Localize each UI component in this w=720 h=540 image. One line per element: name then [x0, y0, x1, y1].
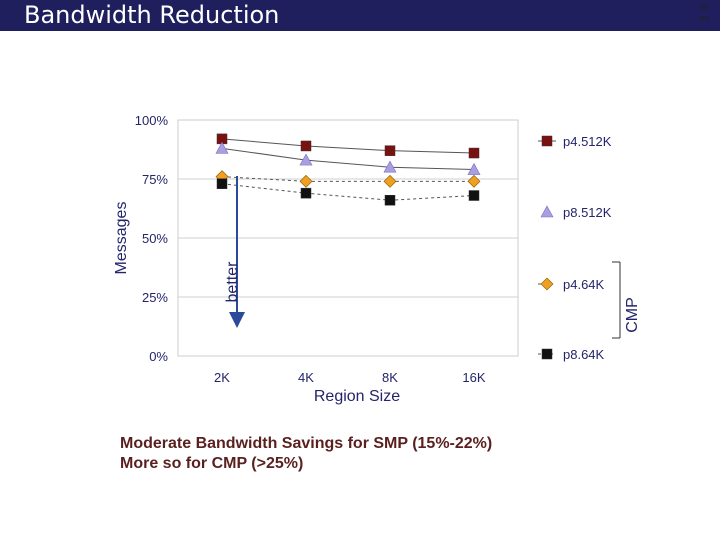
data-point	[300, 187, 312, 199]
data-point	[299, 153, 313, 166]
legend-label: p8.512K	[563, 205, 612, 220]
logo-text-bottom: OS	[698, 16, 710, 23]
data-point	[216, 178, 228, 189]
data-point	[468, 190, 480, 201]
legend-label: p4.64K	[563, 277, 605, 292]
series-line	[221, 147, 475, 171]
series-line	[221, 183, 475, 201]
logo-text-top: M	[700, 2, 708, 12]
summary-line-1: Moderate Bandwidth Savings for SMP (15%-…	[120, 435, 493, 452]
legend-item: p4.64K	[538, 277, 605, 292]
legend-marker	[541, 348, 553, 360]
series-p8-512K	[215, 141, 481, 175]
x-tick-label: 8K	[382, 370, 398, 385]
legend: p4.512K p8.512K p4.64K p8.64K	[538, 134, 612, 362]
cmp-label: CMP	[624, 297, 641, 333]
data-point	[468, 147, 480, 159]
legend-label: p8.64K	[563, 347, 605, 362]
series-p8-64K	[216, 178, 480, 206]
title-bar: Bandwidth Reduction	[0, 0, 720, 31]
series-p4-64K	[215, 170, 481, 188]
x-tick-label: 16K	[462, 370, 485, 385]
slide-title: Bandwidth Reduction	[24, 1, 280, 29]
data-point	[384, 194, 396, 206]
data-point	[384, 145, 396, 156]
data-point	[300, 140, 312, 152]
data-point	[215, 141, 229, 154]
series-line	[221, 176, 474, 182]
corner-logo: M OS	[693, 3, 715, 24]
legend-label: p4.512K	[563, 134, 612, 149]
legend-marker	[540, 205, 554, 218]
y-tick-label: 50%	[142, 231, 168, 246]
axis-ticks: 0% 25% 50% 75% 100% 2K 4K 8K 16K	[135, 113, 486, 385]
data-point	[467, 162, 481, 175]
series-group	[215, 133, 481, 206]
x-tick-label: 4K	[298, 370, 314, 385]
legend-item: p4.512K	[538, 134, 612, 149]
data-point	[383, 174, 397, 188]
y-tick-label: 0%	[149, 349, 168, 364]
summary-note: Moderate Bandwidth Savings for SMP (15%-…	[120, 434, 492, 474]
legend-item: p8.512K	[540, 205, 612, 220]
x-axis-label: Region Size	[313, 388, 401, 405]
data-point	[467, 174, 481, 188]
y-tick-label: 75%	[142, 172, 168, 187]
legend-marker	[540, 277, 554, 291]
x-tick-label: 2K	[214, 370, 230, 385]
legend-marker	[541, 135, 553, 147]
legend-item: p8.64K	[538, 347, 605, 362]
y-axis-label: Messages	[113, 201, 130, 275]
gridlines	[178, 178, 518, 298]
y-tick-label: 25%	[142, 290, 168, 305]
y-tick-label: 100%	[135, 113, 169, 128]
series-line	[221, 138, 475, 154]
better-label: better	[224, 261, 241, 303]
data-point	[299, 174, 313, 188]
data-point	[383, 160, 397, 173]
summary-line-2: More so for CMP (>25%)	[120, 455, 304, 472]
series-p4-512K	[216, 133, 480, 159]
